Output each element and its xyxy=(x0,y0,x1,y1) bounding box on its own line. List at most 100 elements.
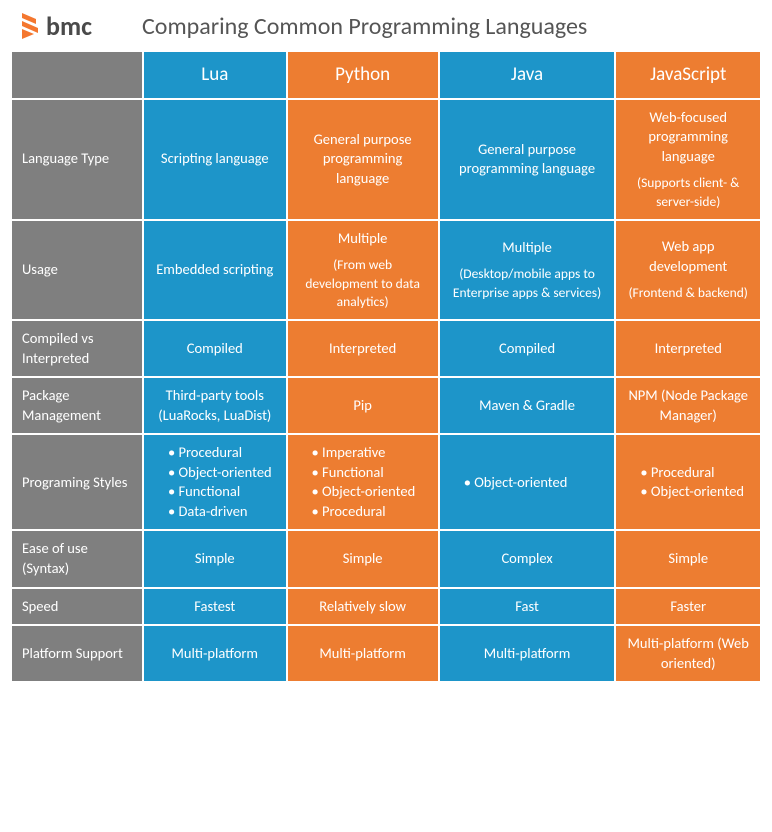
cell-main: Compiled xyxy=(187,339,243,357)
column-header: JavaScript xyxy=(616,52,760,98)
table-cell: Multi-platform xyxy=(440,626,615,681)
table-cell: Compiled xyxy=(144,321,286,376)
cell-main: Fastest xyxy=(194,597,235,615)
table-cell: Fast xyxy=(440,589,615,625)
cell-main: Web-focused programming language xyxy=(648,108,728,165)
page-title: Comparing Common Programming Languages xyxy=(142,12,587,41)
table-cell: Embedded scripting xyxy=(144,221,286,319)
table-cell: Complex xyxy=(440,531,615,586)
cell-main: Relatively slow xyxy=(319,597,406,615)
list-item: Functional xyxy=(168,482,276,502)
list-item: Functional xyxy=(312,463,428,483)
cell-main: Simple xyxy=(668,549,708,567)
list-item: Object-oriented xyxy=(168,463,276,483)
table-cell: ProceduralObject-oriented xyxy=(616,435,760,529)
table-body: Language Type Scripting language General p… xyxy=(12,100,760,682)
cell-main: Simple xyxy=(343,549,383,567)
table-row: Package ManagementThird-party tools (Lua… xyxy=(12,378,760,433)
style-list: ImperativeFunctionalObject-orientedProce… xyxy=(298,443,428,521)
table-cell: Web app development (Frontend & backend) xyxy=(616,221,760,319)
row-label: Programing Styles xyxy=(12,435,142,529)
row-label: Compiled vs Interpreted xyxy=(12,321,142,376)
cell-main: Complex xyxy=(501,549,552,567)
table-cell: Interpreted xyxy=(288,321,438,376)
cell-main: Web app development xyxy=(649,237,727,275)
list-item: Object-oriented xyxy=(312,482,428,502)
table-cell: Interpreted xyxy=(616,321,760,376)
cell-main: NPM (Node Package Manager) xyxy=(628,386,748,424)
row-label: Language Type xyxy=(12,100,142,219)
cell-main: Faster xyxy=(670,597,706,615)
style-list: Object-oriented xyxy=(450,473,605,493)
table-cell: Web-focused programming language (Support… xyxy=(616,100,760,219)
row-label: Ease of use (Syntax) xyxy=(12,531,142,586)
list-item: Procedural xyxy=(168,443,276,463)
table-cell: Pip xyxy=(288,378,438,433)
table-cell: Multi-platform xyxy=(288,626,438,681)
cell-main: Pip xyxy=(353,396,371,414)
table-row: Compiled vs Interpreted Compiled Interpret… xyxy=(12,321,760,376)
cell-main: Multiple xyxy=(338,229,388,247)
table-cell: General purpose programming language xyxy=(440,100,615,219)
table-cell: Scripting language xyxy=(144,100,286,219)
cell-main: Interpreted xyxy=(655,339,722,357)
brand-name: bmc xyxy=(46,10,92,42)
cell-main: Multi-platform (Web oriented) xyxy=(628,634,749,672)
style-list: ProceduralObject-oriented xyxy=(626,463,750,502)
style-list: ProceduralObject-orientedFunctionalData-… xyxy=(154,443,276,521)
table-cell: Fastest xyxy=(144,589,286,625)
table-cell: Faster xyxy=(616,589,760,625)
cell-main: Embedded scripting xyxy=(156,260,273,278)
cell-main: Multi-platform xyxy=(319,644,405,662)
table-cell: Multiple (Desktop/mobile apps to Enterpri… xyxy=(440,221,615,319)
cell-main: Maven & Gradle xyxy=(479,396,575,414)
cell-main: Fast xyxy=(515,597,539,615)
table-row: Programing StylesProceduralObject-orient… xyxy=(12,435,760,529)
table-cell: Object-oriented xyxy=(440,435,615,529)
table-cell: General purpose programming language xyxy=(288,100,438,219)
row-label: Speed xyxy=(12,589,142,625)
row-label: Package Management xyxy=(12,378,142,433)
cell-main: General purpose programming language xyxy=(314,130,412,187)
table-cell: Multi-platform (Web oriented) xyxy=(616,626,760,681)
table-row: Language Type Scripting language General p… xyxy=(12,100,760,219)
cell-main: Multiple xyxy=(502,238,552,256)
row-label: Platform Support xyxy=(12,626,142,681)
column-header: Lua xyxy=(144,52,286,98)
cell-main: Compiled xyxy=(499,339,555,357)
list-item: Imperative xyxy=(312,443,428,463)
list-item: Object-oriented xyxy=(640,482,750,502)
table-row: Usage Embedded scripting Multiple (From web… xyxy=(12,221,760,319)
list-item: Object-oriented xyxy=(464,473,605,493)
row-label: Usage xyxy=(12,221,142,319)
table-cell: Multiple (From web development to data an… xyxy=(288,221,438,319)
cell-sub: (From web development to data analytics) xyxy=(298,256,428,311)
table-cell: NPM (Node Package Manager) xyxy=(616,378,760,433)
table-cell: ProceduralObject-orientedFunctionalData-… xyxy=(144,435,286,529)
list-item: Procedural xyxy=(312,502,428,522)
cell-main: Multi-platform xyxy=(172,644,258,662)
table-cell: Multi-platform xyxy=(144,626,286,681)
brand-logo: bmc xyxy=(18,10,92,42)
table-cell: Third-party tools (LuaRocks, LuaDist) xyxy=(144,378,286,433)
table-cell: ImperativeFunctionalObject-orientedProce… xyxy=(288,435,438,529)
table-cell: Compiled xyxy=(440,321,615,376)
table-row: Speed Fastest Relatively slow Fast Faster xyxy=(12,589,760,625)
cell-sub: (Frontend & backend) xyxy=(626,284,750,302)
list-item: Data-driven xyxy=(168,502,276,522)
column-header: Java xyxy=(440,52,615,98)
cell-main: Interpreted xyxy=(329,339,396,357)
comparison-table: LuaPythonJavaJavaScript Language Type Scr… xyxy=(10,50,762,683)
cell-sub: (Desktop/mobile apps to Enterprise apps … xyxy=(450,265,605,301)
cell-main: Simple xyxy=(195,549,235,567)
cell-sub: (Supports client- & server-side) xyxy=(626,174,750,210)
page-header: bmc Comparing Common Programming Languag… xyxy=(10,10,762,42)
list-item: Procedural xyxy=(640,463,750,483)
table-cell: Simple xyxy=(288,531,438,586)
cell-main: Scripting language xyxy=(161,149,269,167)
cell-main: General purpose programming language xyxy=(459,140,595,178)
table-cell: Simple xyxy=(144,531,286,586)
column-header: Python xyxy=(288,52,438,98)
table-header-row: LuaPythonJavaJavaScript xyxy=(12,52,760,98)
table-row: Platform Support Multi-platform Multi-plat… xyxy=(12,626,760,681)
